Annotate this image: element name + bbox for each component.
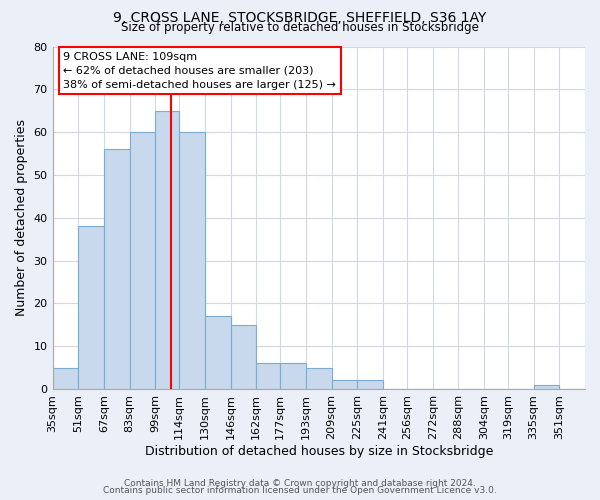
Bar [179,132,205,389]
Bar [256,364,280,389]
Bar [357,380,383,389]
Text: Contains HM Land Registry data © Crown copyright and database right 2024.: Contains HM Land Registry data © Crown c… [124,478,476,488]
X-axis label: Distribution of detached houses by size in Stocksbridge: Distribution of detached houses by size … [145,444,493,458]
Bar [104,149,130,389]
Bar [78,226,104,389]
Text: Contains public sector information licensed under the Open Government Licence v3: Contains public sector information licen… [103,486,497,495]
Text: 9 CROSS LANE: 109sqm
← 62% of detached houses are smaller (203)
38% of semi-deta: 9 CROSS LANE: 109sqm ← 62% of detached h… [63,52,336,90]
Text: 9, CROSS LANE, STOCKSBRIDGE, SHEFFIELD, S36 1AY: 9, CROSS LANE, STOCKSBRIDGE, SHEFFIELD, … [113,11,487,25]
Text: Size of property relative to detached houses in Stocksbridge: Size of property relative to detached ho… [121,22,479,35]
Bar [306,368,332,389]
Bar [332,380,357,389]
Bar [533,384,559,389]
Bar [205,316,230,389]
Bar [53,368,78,389]
Bar [280,364,306,389]
Bar [155,110,179,389]
Bar [130,132,155,389]
Bar [230,324,256,389]
Y-axis label: Number of detached properties: Number of detached properties [15,119,28,316]
